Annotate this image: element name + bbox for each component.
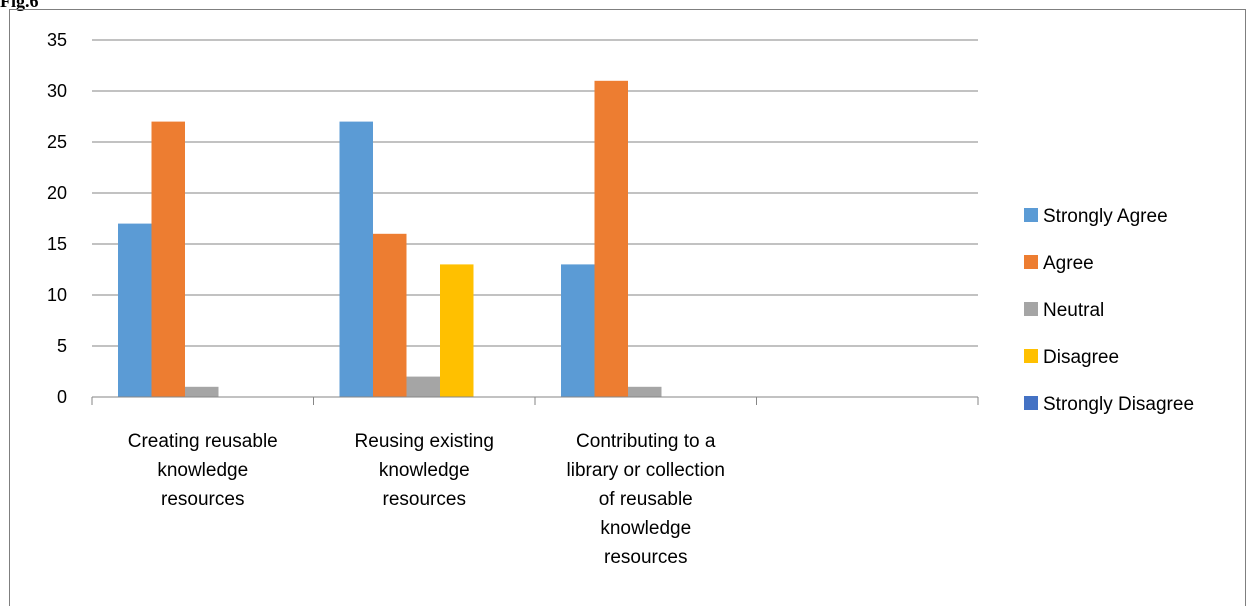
bar-strongly-agree: [339, 121, 373, 397]
y-axis-ticks: 0 5 10 15 20 25 30 35: [47, 30, 67, 407]
x-category-label: library or collection: [567, 460, 725, 481]
bar-neutral: [406, 376, 440, 397]
y-tick-label: 35: [47, 30, 67, 50]
y-tick-label: 25: [47, 132, 67, 152]
bar-strongly-agree: [118, 223, 152, 397]
y-tick-label: 20: [47, 183, 67, 203]
x-category-label: knowledge: [157, 460, 248, 481]
x-category-label: resources: [161, 489, 244, 510]
bar-agree: [151, 121, 185, 397]
bar-neutral: [628, 386, 662, 397]
bar-disagree: [440, 264, 474, 397]
y-tick-label: 15: [47, 234, 67, 254]
gridlines: [92, 39, 978, 347]
y-tick-label: 30: [47, 81, 67, 101]
y-tick-label: 5: [57, 336, 67, 356]
x-category-label: knowledge: [379, 460, 470, 481]
legend-swatch: [1024, 208, 1038, 222]
y-tick-label: 0: [57, 387, 67, 407]
legend-label: Strongly Disagree: [1043, 394, 1194, 415]
bars: [118, 80, 662, 398]
legend: Strongly Agree Agree Neutral Disagree Strong…: [1024, 206, 1194, 415]
x-category-label: Reusing existing: [355, 431, 494, 452]
y-tick-label: 10: [47, 285, 67, 305]
x-category-label: resources: [383, 489, 466, 510]
bar-strongly-agree: [561, 264, 595, 397]
legend-label: Strongly Agree: [1043, 206, 1168, 227]
figure-label: Fig.6: [0, 0, 39, 11]
x-category-label: of reusable: [599, 489, 693, 510]
legend-label: Neutral: [1043, 300, 1104, 321]
bar-agree: [594, 80, 628, 398]
legend-label: Agree: [1043, 253, 1094, 274]
x-category-label: knowledge: [600, 518, 691, 539]
bar-agree: [373, 233, 407, 397]
legend-label: Disagree: [1043, 347, 1119, 368]
bar-neutral: [185, 386, 219, 397]
chart-frame: [9, 9, 1246, 606]
legend-swatch: [1024, 396, 1038, 410]
x-axis: Creating reusable knowledge resources Reusi…: [91, 396, 979, 568]
legend-swatch: [1024, 255, 1038, 269]
legend-swatch: [1024, 349, 1038, 363]
legend-swatch: [1024, 302, 1038, 316]
x-category-label: resources: [604, 547, 687, 568]
x-category-label: Contributing to a: [576, 431, 716, 452]
x-category-label: Creating reusable: [128, 431, 278, 452]
